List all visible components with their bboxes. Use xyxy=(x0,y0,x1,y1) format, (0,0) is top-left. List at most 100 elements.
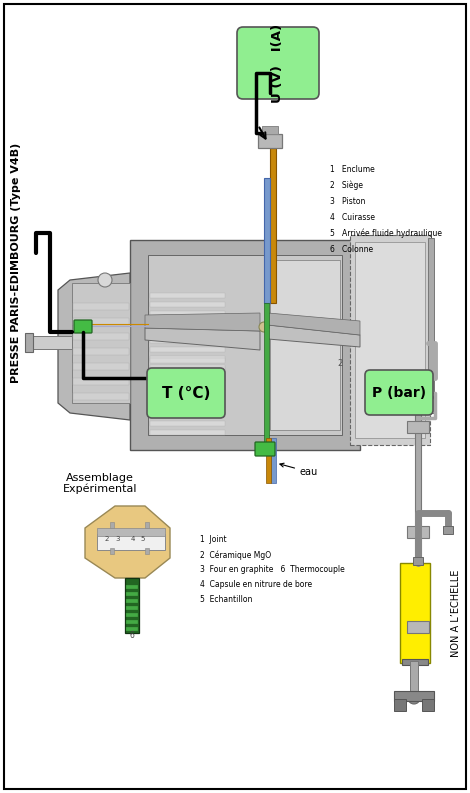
Bar xyxy=(150,338,225,343)
Text: 5: 5 xyxy=(141,536,145,542)
Bar xyxy=(126,585,138,589)
Bar xyxy=(264,303,269,443)
Text: Expérimental: Expérimental xyxy=(63,484,137,495)
Bar xyxy=(150,302,225,307)
Bar xyxy=(126,606,138,610)
Text: 1   Enclume: 1 Enclume xyxy=(330,165,375,174)
Text: Assemblage: Assemblage xyxy=(66,473,134,483)
Polygon shape xyxy=(85,506,170,578)
Text: 3: 3 xyxy=(116,536,120,542)
Bar xyxy=(402,659,428,665)
Text: T (°C): T (°C) xyxy=(162,385,210,400)
Bar xyxy=(350,235,430,445)
Bar xyxy=(400,563,430,663)
Bar xyxy=(126,627,138,631)
Bar xyxy=(422,699,434,711)
Text: 3: 3 xyxy=(302,333,308,343)
Bar xyxy=(30,336,72,349)
Polygon shape xyxy=(145,328,260,350)
Bar xyxy=(410,661,418,693)
Bar xyxy=(145,548,149,554)
Bar xyxy=(110,522,114,528)
Bar xyxy=(150,293,225,298)
Text: PRESSE PARIS-EDIMBOURG (Type V4B): PRESSE PARIS-EDIMBOURG (Type V4B) xyxy=(11,143,21,383)
Bar xyxy=(150,311,225,316)
Bar xyxy=(413,557,423,565)
Bar xyxy=(25,333,33,352)
Bar xyxy=(73,363,129,370)
Text: eau: eau xyxy=(280,463,318,477)
Text: 6   Colonne: 6 Colonne xyxy=(330,245,373,254)
Polygon shape xyxy=(145,313,260,331)
Bar xyxy=(355,242,425,438)
Bar xyxy=(407,621,429,633)
Text: 3   Piston: 3 Piston xyxy=(330,197,365,206)
Bar xyxy=(73,333,129,340)
Text: 2   Siège: 2 Siège xyxy=(330,181,363,190)
Bar xyxy=(150,347,225,352)
Text: 2  Céramique MgO: 2 Céramique MgO xyxy=(200,550,271,560)
Bar xyxy=(150,367,225,372)
Text: NON A L’ECHELLE: NON A L’ECHELLE xyxy=(451,569,461,657)
Bar xyxy=(270,260,340,430)
Bar xyxy=(150,365,225,370)
Bar xyxy=(73,378,129,385)
Bar xyxy=(72,283,130,403)
Bar xyxy=(110,548,114,554)
Text: 3  Four en graphite   6  Thermocouple: 3 Four en graphite 6 Thermocouple xyxy=(200,565,345,574)
Bar xyxy=(264,178,270,303)
Text: 5   Arrivée fluide hydraulique: 5 Arrivée fluide hydraulique xyxy=(330,229,442,239)
Bar xyxy=(126,613,138,617)
Bar xyxy=(148,255,342,435)
Circle shape xyxy=(259,322,269,332)
Text: 4: 4 xyxy=(131,536,135,542)
Text: 4: 4 xyxy=(182,333,188,343)
Polygon shape xyxy=(268,313,360,335)
Bar xyxy=(73,318,129,325)
Bar xyxy=(150,394,225,399)
Circle shape xyxy=(408,692,420,704)
Bar xyxy=(150,329,225,334)
Bar xyxy=(270,148,276,303)
Bar xyxy=(150,412,225,417)
Polygon shape xyxy=(268,325,360,347)
Text: 6: 6 xyxy=(130,631,134,640)
Bar xyxy=(150,356,225,361)
Bar xyxy=(258,134,282,148)
Bar xyxy=(150,385,225,390)
Polygon shape xyxy=(58,273,130,420)
Text: P (bar): P (bar) xyxy=(372,386,426,400)
FancyBboxPatch shape xyxy=(74,320,92,333)
Text: 4   Cuirasse: 4 Cuirasse xyxy=(330,213,375,222)
Bar xyxy=(73,303,129,310)
Bar xyxy=(262,126,278,134)
Bar xyxy=(415,393,421,653)
Bar xyxy=(150,320,225,325)
Text: 2: 2 xyxy=(105,536,109,542)
Bar xyxy=(126,592,138,596)
FancyBboxPatch shape xyxy=(237,27,319,99)
Text: U (V)   I(A): U (V) I(A) xyxy=(272,24,284,102)
Bar xyxy=(130,240,360,450)
Bar xyxy=(150,430,225,435)
FancyBboxPatch shape xyxy=(147,368,225,418)
Bar xyxy=(150,403,225,408)
Bar xyxy=(407,526,429,538)
Circle shape xyxy=(98,273,112,287)
Bar xyxy=(73,393,129,400)
Bar xyxy=(126,620,138,624)
Bar xyxy=(394,691,434,701)
Text: 4  Capsule en nitrure de bore: 4 Capsule en nitrure de bore xyxy=(200,580,312,589)
FancyBboxPatch shape xyxy=(255,442,275,456)
Bar xyxy=(97,528,165,536)
Bar xyxy=(394,699,406,711)
Bar xyxy=(97,534,165,550)
Bar xyxy=(428,238,434,413)
Text: 6: 6 xyxy=(428,393,434,403)
Text: 5  Echantillon: 5 Echantillon xyxy=(200,595,252,604)
Bar xyxy=(150,358,225,363)
Bar xyxy=(150,376,225,381)
Bar xyxy=(126,599,138,603)
Bar xyxy=(266,438,271,483)
Bar xyxy=(73,348,129,355)
